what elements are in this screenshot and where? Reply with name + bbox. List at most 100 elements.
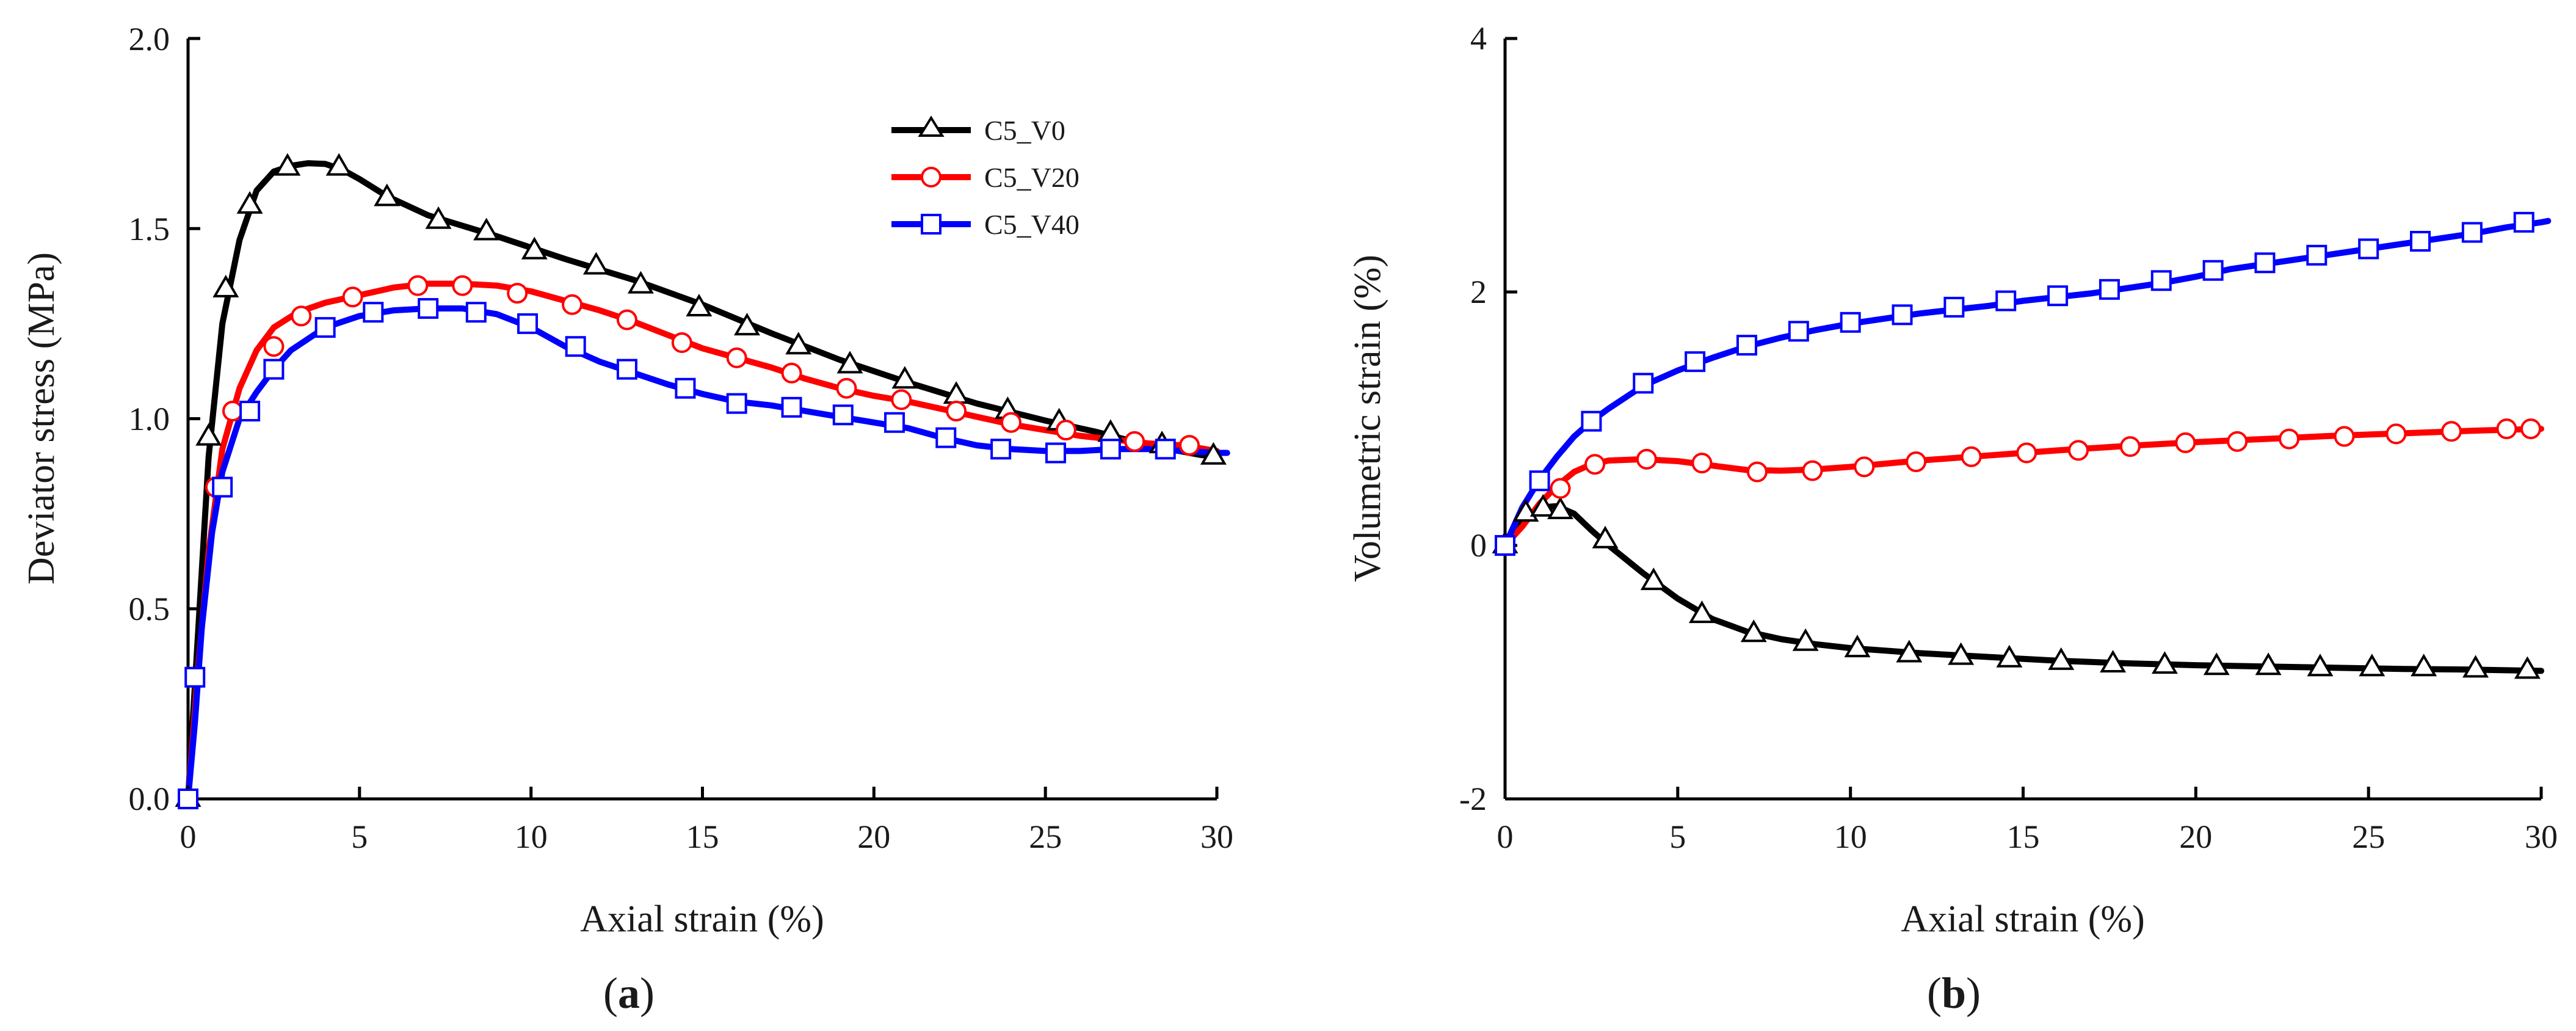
panel-b-x-tick-labels: 0 5 10 15 20 25 30 bbox=[1497, 818, 2558, 855]
data-point-c5-v0 bbox=[1529, 494, 1556, 517]
series-line-c5-v20 bbox=[185, 280, 1220, 802]
data-point-c5-v20 bbox=[2386, 423, 2407, 445]
data-point-c5-v20 bbox=[781, 362, 802, 384]
data-point-c5-v40 bbox=[465, 302, 487, 323]
data-point-c5-v40 bbox=[314, 317, 336, 338]
data-point-c5-v40 bbox=[2513, 211, 2534, 233]
data-point-c5-v0 bbox=[473, 217, 500, 241]
panel-a-caption-close: ) bbox=[640, 969, 655, 1018]
panel-a-x-tick-label: 30 bbox=[1200, 818, 1233, 855]
legend-circle-marker-icon bbox=[921, 167, 942, 188]
data-point-c5-v20 bbox=[1550, 478, 1571, 499]
panel-b-caption-open: ( bbox=[1927, 969, 1942, 1018]
data-point-c5-v20 bbox=[1179, 435, 1200, 456]
panel-a-x-tick-label: 5 bbox=[351, 818, 368, 855]
data-point-c5-v40 bbox=[418, 297, 439, 319]
panel-b-y-ticks bbox=[1505, 37, 1517, 801]
panel-b-x-ticks bbox=[1503, 787, 2543, 799]
data-point-c5-v20 bbox=[836, 377, 857, 399]
data-point-c5-v0 bbox=[425, 206, 452, 229]
data-point-c5-v40 bbox=[2410, 231, 2431, 252]
data-point-c5-v0 bbox=[374, 183, 401, 206]
data-point-c5-v20 bbox=[2175, 432, 2196, 453]
data-point-c5-v0 bbox=[2411, 654, 2437, 677]
data-point-c5-v40 bbox=[1633, 373, 1654, 394]
panel-a-x-tick-labels: 0 5 10 15 20 25 30 bbox=[180, 818, 1234, 855]
data-point-c5-v20 bbox=[2520, 418, 2542, 440]
series-line-c5-v40 bbox=[1502, 217, 2552, 548]
data-point-c5-v0 bbox=[2514, 656, 2541, 679]
data-point-c5-v40 bbox=[884, 412, 905, 433]
data-point-c5-v20 bbox=[291, 305, 312, 327]
data-point-c5-v0 bbox=[2307, 654, 2334, 677]
data-point-c5-v0 bbox=[2048, 647, 2075, 670]
panel-a-x-tick-label: 15 bbox=[686, 818, 719, 855]
panel-a-x-ticks bbox=[186, 787, 1219, 799]
panel-b-caption-close: ) bbox=[1966, 969, 1981, 1018]
data-point-c5-v40 bbox=[184, 666, 206, 688]
data-point-c5-v0 bbox=[1996, 644, 2023, 668]
data-point-c5-v0 bbox=[195, 423, 222, 446]
data-point-c5-v20 bbox=[1746, 461, 1768, 483]
panel-a-caption-letter: a bbox=[618, 969, 640, 1018]
data-point-c5-v40 bbox=[832, 404, 854, 426]
panel-a-y-tick-label: 1.5 bbox=[129, 211, 170, 247]
data-point-c5-v20 bbox=[2279, 428, 2300, 450]
data-point-c5-v40 bbox=[2099, 279, 2120, 300]
data-point-c5-v40 bbox=[616, 359, 637, 380]
data-point-c5-v0 bbox=[2359, 654, 2386, 677]
data-point-c5-v0 bbox=[2462, 655, 2489, 678]
data-point-c5-v0 bbox=[1896, 639, 1923, 663]
data-point-c5-v40 bbox=[2150, 270, 2172, 291]
data-point-c5-v0 bbox=[1640, 567, 1667, 591]
data-point-c5-v20 bbox=[263, 336, 285, 357]
data-point-c5-v0 bbox=[891, 366, 918, 389]
panel-b-y-tick-label: 0 bbox=[1470, 527, 1487, 564]
data-point-c5-v0 bbox=[785, 332, 812, 355]
panel-a-y-axis-title: Deviator stress (MPa) bbox=[21, 252, 62, 585]
panel-b-caption: (b) bbox=[1927, 969, 1981, 1018]
data-point-c5-v20 bbox=[1001, 412, 1021, 433]
data-point-c5-v20 bbox=[1854, 456, 1875, 478]
panel-a-x-tick-label: 25 bbox=[1029, 818, 1062, 855]
series-line-c5-v40 bbox=[185, 305, 1230, 802]
data-point-c5-v20 bbox=[726, 347, 747, 368]
panel-b-y-tick-label: 4 bbox=[1470, 20, 1487, 57]
data-point-c5-v40 bbox=[1581, 410, 1602, 432]
data-point-c5-v20 bbox=[1691, 453, 1713, 474]
panel-b-x-tick-label: 5 bbox=[1669, 818, 1686, 855]
data-point-c5-v0 bbox=[521, 236, 548, 260]
data-point-c5-v20 bbox=[407, 275, 429, 296]
data-point-c5-v20 bbox=[1584, 454, 1606, 475]
panel-b-x-tick-label: 25 bbox=[2352, 818, 2385, 855]
panel-a-y-tick-label: 0.5 bbox=[129, 591, 170, 627]
data-point-c5-v40 bbox=[178, 789, 198, 809]
data-point-c5-v20 bbox=[1124, 431, 1145, 452]
panel-b-x-tick-label: 20 bbox=[2179, 818, 2212, 855]
data-point-c5-v20 bbox=[1906, 451, 1927, 473]
data-point-c5-v20 bbox=[222, 401, 244, 422]
data-point-c5-v20 bbox=[1636, 448, 1657, 470]
data-point-c5-v40 bbox=[517, 313, 539, 334]
data-point-c5-v40 bbox=[2254, 252, 2276, 274]
data-point-c5-v0 bbox=[836, 351, 863, 374]
data-point-c5-v40 bbox=[565, 336, 586, 357]
data-point-c5-v20 bbox=[507, 283, 528, 304]
data-point-c5-v40 bbox=[2202, 260, 2224, 281]
data-point-c5-v20 bbox=[2334, 426, 2355, 447]
data-point-c5-v20 bbox=[891, 389, 912, 410]
legend-square-marker-icon bbox=[921, 214, 942, 235]
panel-b-y-tick-label: -2 bbox=[1459, 781, 1487, 817]
data-point-c5-v40 bbox=[2047, 285, 2069, 307]
panel-b-x-axis-title: Axial strain (%) bbox=[1901, 898, 2144, 940]
data-point-c5-v0 bbox=[1948, 642, 1975, 665]
data-point-c5-v40 bbox=[2306, 244, 2327, 266]
data-point-c5-v0 bbox=[2255, 652, 2282, 676]
legend-label-c5-v20: C5_V20 bbox=[984, 162, 1079, 193]
data-point-c5-v40 bbox=[363, 302, 384, 323]
data-point-c5-v40 bbox=[935, 427, 957, 448]
panel-a-y-tick-label: 2.0 bbox=[129, 21, 170, 57]
panel-b-y-axis-title: Volumetric strain (%) bbox=[1347, 255, 1388, 582]
panel-b-y-tick-label: 2 bbox=[1470, 274, 1487, 310]
panel-b-x-tick-label: 0 bbox=[1497, 818, 1514, 855]
